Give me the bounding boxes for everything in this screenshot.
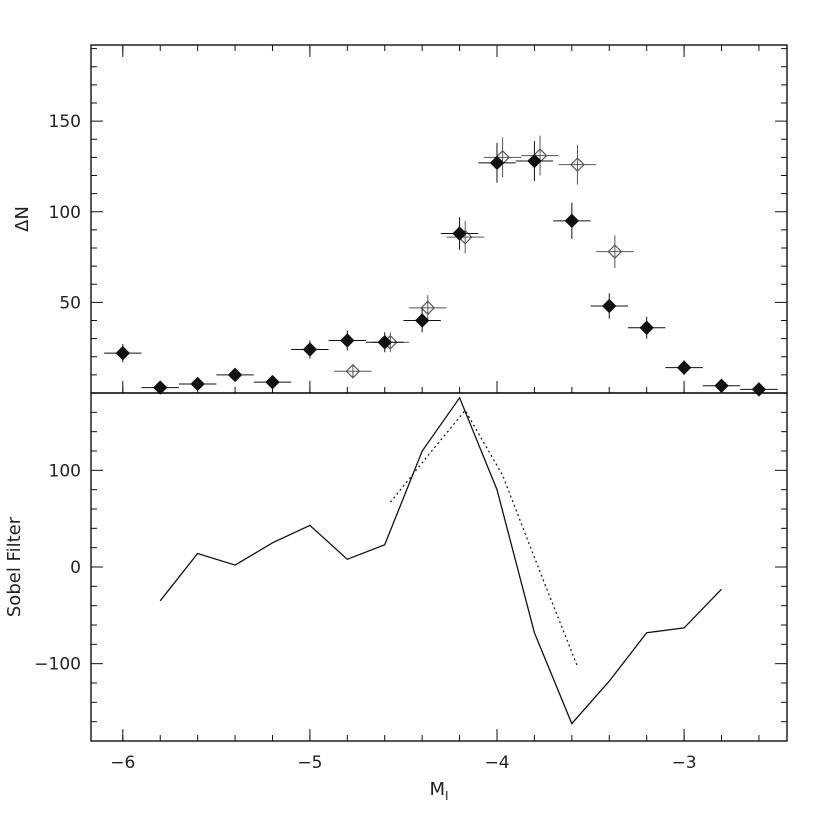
filled-diamond-marker — [452, 226, 467, 241]
filled-data-point — [104, 344, 142, 363]
bottom-y-tick-labels: −100 0 100 — [34, 461, 81, 674]
top-axis-ticks — [91, 45, 787, 393]
top-y-tick-label: 150 — [49, 112, 81, 132]
filled-data-point — [403, 308, 441, 333]
x-tick-label: −6 — [110, 753, 135, 773]
open-data-point — [558, 144, 597, 185]
filled-data-point — [627, 316, 666, 339]
sobel-line-dotted — [389, 409, 579, 667]
bottom-y-tick-label: 0 — [70, 558, 81, 578]
filled-diamond-marker — [751, 382, 767, 397]
filled-data-point — [740, 382, 778, 397]
filled-diamond-marker — [153, 380, 168, 395]
sobel-filter-lines — [159, 396, 722, 725]
filled-data-point — [702, 378, 741, 393]
bottom-axis-ticks — [91, 411, 787, 741]
x-tick-label: −5 — [297, 753, 322, 773]
top-y-axis-label: ΔN — [12, 206, 33, 232]
bottom-panel-frame — [90, 392, 788, 742]
filled-data-point — [515, 141, 554, 181]
filled-diamond-marker — [265, 374, 280, 390]
top-data-points — [104, 135, 778, 397]
open-data-point — [483, 137, 522, 178]
x-axis-label-subscript: I — [445, 789, 449, 803]
filled-diamond-marker — [639, 320, 654, 335]
open-data-point — [446, 220, 484, 254]
top-panel: 50 100 150 ΔN — [12, 44, 788, 397]
filled-diamond-marker — [414, 313, 430, 328]
filled-diamond-marker — [377, 335, 392, 350]
bottom-y-tick-label: −100 — [34, 655, 81, 675]
filled-data-point — [328, 330, 367, 351]
bottom-y-tick-label: 100 — [49, 461, 81, 481]
x-tick-label: −3 — [672, 753, 697, 773]
filled-data-point — [440, 217, 479, 250]
top-y-tick-labels: 50 100 150 — [49, 112, 81, 313]
filled-data-point — [478, 142, 516, 183]
top-panel-frame — [90, 44, 788, 394]
filled-diamond-marker — [676, 360, 692, 375]
filled-diamond-marker — [302, 342, 318, 357]
open-data-point — [596, 235, 634, 268]
filled-data-point — [665, 360, 703, 375]
x-tick-label: −4 — [484, 753, 509, 773]
filled-diamond-marker — [115, 345, 131, 361]
filled-diamond-marker — [602, 298, 617, 314]
filled-data-point — [553, 202, 591, 239]
filled-diamond-marker — [564, 213, 580, 229]
filled-data-point — [590, 293, 628, 319]
filled-data-point — [141, 380, 179, 395]
filled-data-point — [366, 332, 404, 353]
bottom-panel: −100 0 100 −6 −5 −4 −3 Sobel Filter MI — [4, 392, 788, 803]
filled-data-point — [216, 367, 254, 383]
open-data-point — [409, 295, 447, 321]
open-data-point — [334, 363, 372, 379]
filled-diamond-marker — [714, 378, 729, 393]
filled-diamond-marker — [527, 153, 542, 169]
x-axis-label: MI — [429, 779, 448, 803]
bottom-y-axis-label: Sobel Filter — [4, 516, 25, 617]
filled-data-point — [253, 374, 292, 390]
x-axis-label-main: M — [429, 779, 445, 800]
sobel-line-solid — [159, 396, 722, 725]
filled-diamond-marker — [340, 333, 355, 348]
open-data-point — [521, 135, 559, 176]
x-tick-labels: −6 −5 −4 −3 — [110, 753, 696, 773]
filled-diamond-marker — [227, 367, 243, 383]
top-y-tick-label: 50 — [59, 293, 81, 313]
filled-data-point — [178, 376, 217, 392]
top-y-tick-label: 100 — [49, 203, 81, 223]
filled-data-point — [291, 340, 329, 359]
filled-diamond-marker — [489, 155, 505, 171]
filled-diamond-marker — [190, 376, 205, 392]
